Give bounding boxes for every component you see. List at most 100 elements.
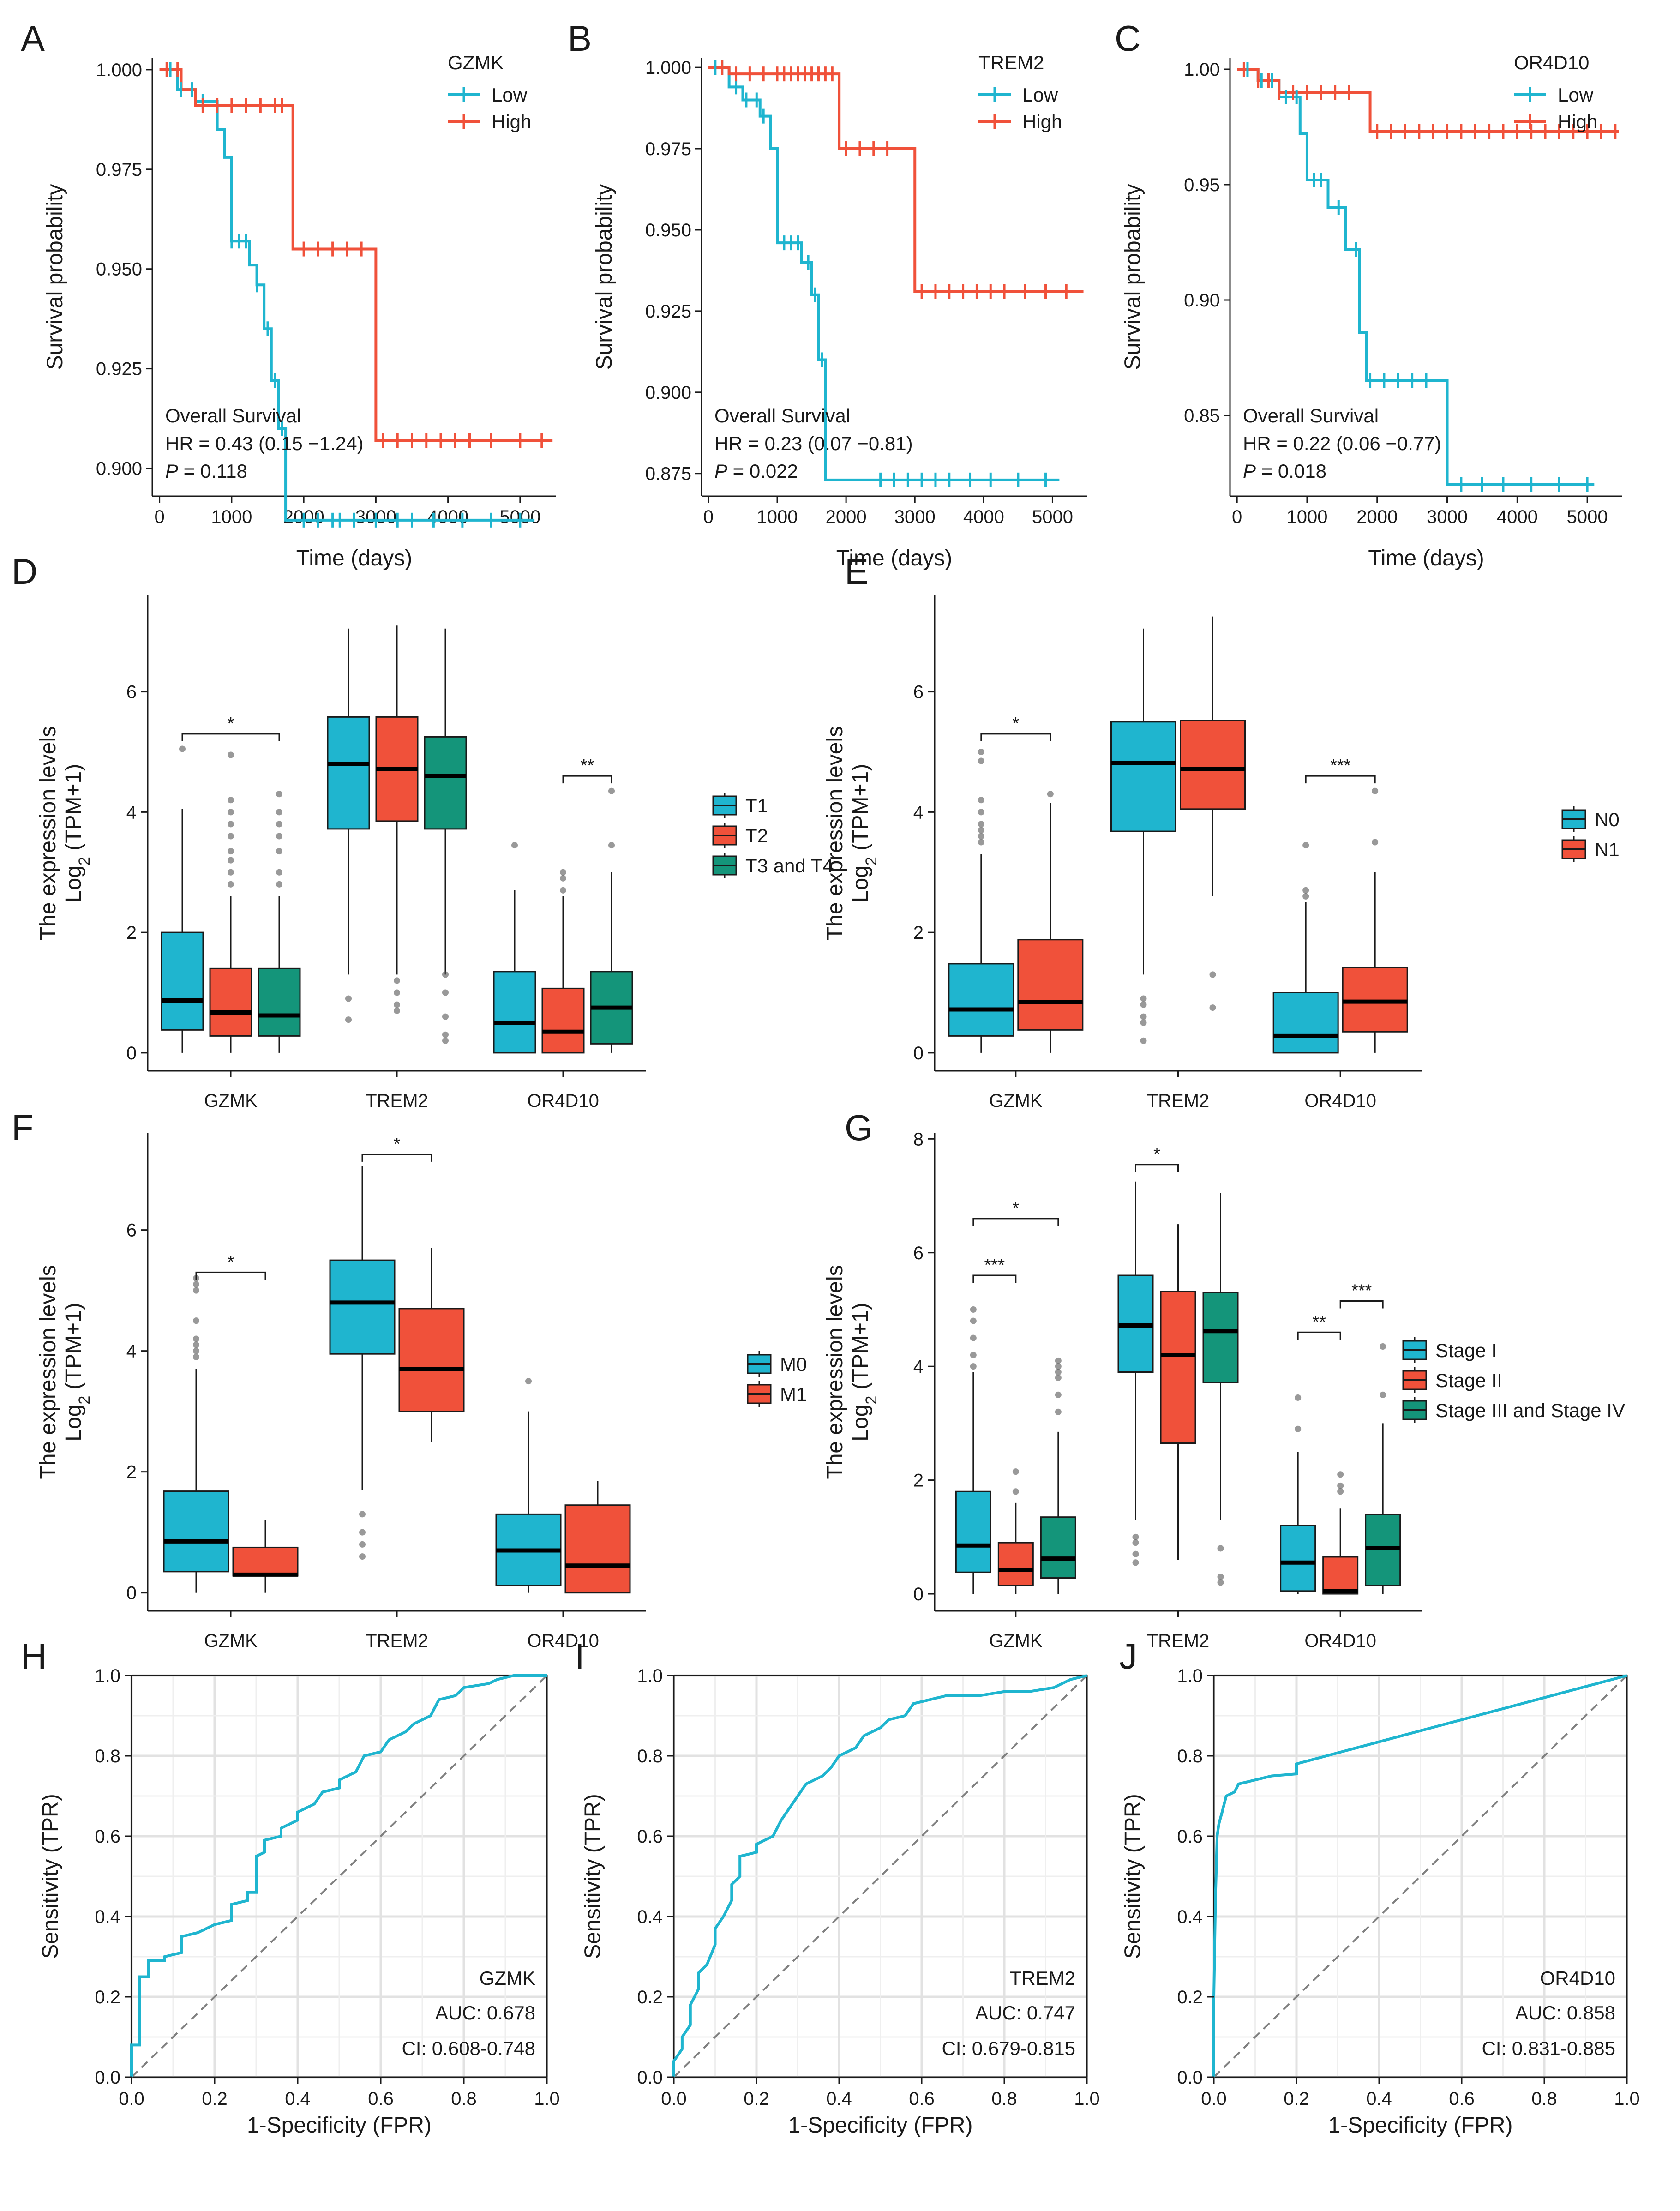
y-tick-label: 1.0	[1177, 1666, 1203, 1686]
y-axis-subtitle: Log2 (TPM+1)	[61, 764, 93, 902]
outlier-point	[1055, 1374, 1062, 1381]
x-tick-label: 0.4	[285, 2089, 311, 2109]
box	[948, 963, 1014, 1037]
panel-letter: B	[568, 18, 592, 59]
outlier-point	[970, 1352, 977, 1358]
y-axis-title: The expression levels	[36, 1265, 60, 1479]
y-tick-label: 1.000	[96, 60, 142, 80]
legend-label-high: High	[1022, 111, 1062, 132]
outlier-point	[978, 827, 984, 834]
outlier-point	[1055, 1391, 1062, 1398]
y-axis-title: Sensitivity (TPR)	[581, 1794, 605, 1959]
y-axis-title: Sensitivity (TPR)	[38, 1794, 63, 1959]
x-tick-label: 1.0	[1074, 2089, 1100, 2109]
y-tick-label: 0.4	[95, 1907, 120, 1927]
outlier-point	[970, 1306, 977, 1313]
outlier-point	[394, 1007, 400, 1014]
significance-bracket	[972, 1274, 1017, 1283]
roc-panel-H: H 0.00.0 0.2 0.2 0.4 0.4 0.6 0.6 0.8 0.8 1.0 1.0 1-S…	[21, 1636, 560, 2138]
outlier-point	[1140, 1013, 1147, 1020]
legend-label: T2	[745, 825, 768, 847]
legend-title: OR4D10	[1514, 52, 1589, 73]
outlier-point	[1055, 1369, 1062, 1376]
outlier-point	[560, 875, 566, 882]
outlier-point	[228, 857, 234, 864]
outlier-point	[1140, 1001, 1147, 1008]
y-tick-label: 0.2	[637, 1987, 663, 2007]
x-tick-label: 0	[155, 507, 165, 527]
significance-bracket	[562, 775, 612, 784]
outlier-point	[608, 842, 615, 849]
outlier-point	[179, 745, 186, 752]
significance-bracket	[1297, 1331, 1341, 1340]
y-tick-label: 0.6	[1177, 1826, 1203, 1847]
outlier-point	[228, 848, 234, 855]
outlier-point	[394, 977, 400, 984]
outlier-point	[276, 833, 282, 840]
outlier-point	[345, 1016, 352, 1023]
x-tick-label: 0.0	[1201, 2089, 1227, 2109]
outlier-point	[1372, 839, 1379, 846]
y-axis-unit: (TPM+1)	[848, 764, 873, 857]
x-tick-label: GZMK	[204, 1631, 258, 1651]
significance-bracket	[195, 1271, 266, 1280]
y-tick-label: 6	[126, 1220, 137, 1241]
significance-label: *	[228, 1252, 234, 1272]
outlier-point	[359, 1511, 366, 1518]
outlier-point	[978, 821, 984, 828]
y-tick-label: 0.90	[1184, 290, 1220, 311]
outlier-point	[970, 1334, 977, 1341]
significance-bracket	[181, 733, 280, 741]
y-tick-label: 0.0	[637, 2067, 663, 2088]
y-tick-label: 0.950	[645, 220, 691, 240]
significance-bracket	[1339, 1300, 1384, 1309]
y-axis-log-base: 2	[863, 857, 880, 865]
y-tick-label: 6	[126, 682, 137, 703]
box	[1342, 967, 1408, 1033]
y-tick-label: 0.6	[95, 1826, 120, 1847]
y-axis-title: Sensitivity (TPR)	[1121, 1794, 1145, 1959]
box	[232, 1546, 299, 1577]
outlier-point	[525, 1378, 532, 1385]
outlier-point	[1302, 893, 1309, 900]
y-tick-label: 0.8	[95, 1746, 120, 1766]
box	[329, 1259, 396, 1355]
x-tick-label: 0	[703, 507, 714, 527]
legend-label: Stage II	[1435, 1370, 1502, 1391]
x-tick-label: OR4D10	[527, 1091, 599, 1111]
outlier-point	[359, 1529, 366, 1536]
y-tick-label: 0	[126, 1583, 137, 1604]
y-tick-label: 6	[913, 1243, 924, 1263]
outlier-point	[1012, 1488, 1019, 1495]
y-axis-subtitle: Log2 (TPM+1)	[848, 1303, 880, 1441]
y-tick-label: 0.8	[637, 1746, 663, 1766]
y-tick-label: 4	[913, 802, 924, 823]
y-axis-log-base: 2	[863, 1396, 880, 1405]
outlier-point	[970, 1317, 977, 1324]
outlier-point	[1132, 1533, 1139, 1540]
y-tick-label: 1.0	[95, 1666, 120, 1686]
significance-label: *	[1012, 1199, 1019, 1218]
p-label: P	[714, 460, 727, 482]
x-axis-title: Time (days)	[296, 546, 413, 571]
legend-label: T3 and T4	[745, 855, 834, 877]
boxplot-panel-E: E 0 2 4 6 GZMK TREM2 OR4D10 The expression level…	[823, 551, 1620, 1111]
y-tick-label: 2	[126, 1462, 137, 1483]
plot-frame	[1213, 1675, 1628, 2078]
panel-letter: A	[21, 18, 45, 59]
box	[1040, 1516, 1076, 1579]
legend-label-high: High	[1558, 111, 1597, 132]
y-tick-label: 0.6	[637, 1826, 663, 1847]
outlier-point	[276, 821, 282, 828]
legend-label: Stage I	[1435, 1340, 1497, 1361]
outlier-point	[970, 1363, 977, 1370]
y-axis-subtitle: Log2 (TPM+1)	[61, 1303, 93, 1441]
panel-letter: C	[1115, 18, 1140, 59]
p-value: P = 0.118	[165, 460, 247, 482]
x-tick-label: 3000	[894, 507, 936, 527]
x-tick-label: TREM2	[1147, 1091, 1210, 1111]
x-tick-label: 0.0	[119, 2089, 144, 2109]
outlier-point	[1217, 1574, 1224, 1580]
outlier-point	[1047, 791, 1054, 798]
